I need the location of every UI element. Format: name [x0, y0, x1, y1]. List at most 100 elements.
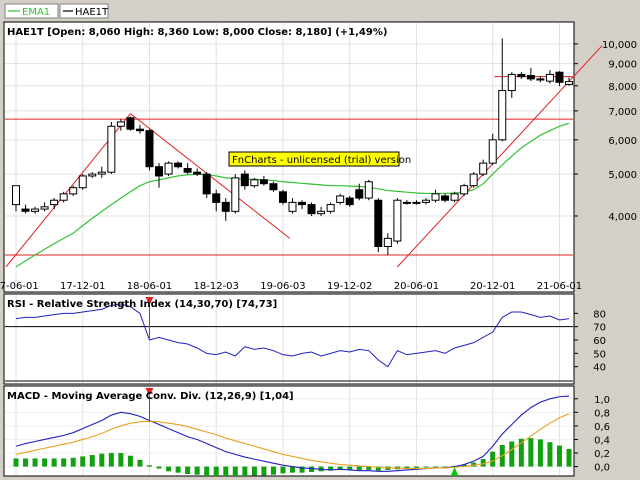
rsi-line	[15, 303, 570, 368]
candle-body	[431, 193, 440, 201]
macd-ytick-label: 0,2	[594, 449, 610, 460]
candle-body	[298, 201, 307, 206]
macd-histogram-bar	[423, 466, 429, 468]
candle-body	[412, 201, 421, 204]
macd-ytick-label: 0,4	[594, 435, 610, 446]
macd-histogram-bar	[566, 448, 572, 467]
candle-body	[545, 73, 554, 82]
candle-body	[145, 130, 154, 168]
candle-body	[240, 173, 249, 187]
candle-body	[231, 177, 240, 212]
candle-body	[307, 204, 316, 215]
candle-body	[221, 201, 230, 212]
x-tick-label: 21-06-01	[537, 281, 582, 292]
candle-body	[517, 73, 526, 78]
macd-histogram-bar	[70, 457, 76, 467]
macd-buy-marker	[450, 467, 459, 476]
candle-body	[269, 183, 278, 191]
rsi-title: RSI - Relative Strength Index (14,30,70)…	[7, 299, 277, 310]
macd-histogram-bar	[204, 466, 210, 477]
candle-body	[393, 199, 402, 242]
candle-body	[155, 166, 164, 177]
candle-body	[355, 189, 364, 199]
candle-body	[402, 201, 411, 204]
candle-body	[345, 197, 354, 206]
macd-histogram-bar	[32, 458, 38, 467]
candle-body	[193, 171, 202, 175]
candle-body	[164, 162, 173, 175]
macd-histogram-bar	[213, 466, 219, 477]
candle-body	[565, 81, 573, 85]
macd-histogram-bar	[509, 441, 515, 467]
rsi-ytick-label: 40	[593, 363, 606, 374]
macd-histogram-bar	[461, 464, 467, 467]
candle-body	[250, 179, 259, 187]
macd-histogram-bar	[166, 466, 172, 472]
candle-body	[336, 195, 345, 203]
candle-body	[498, 90, 507, 141]
macd-histogram-bar	[99, 453, 105, 467]
candle-body	[317, 210, 326, 215]
macd-histogram-bar	[404, 466, 410, 469]
macd-histogram-bar	[480, 459, 486, 467]
macd-histogram-bar	[537, 439, 543, 467]
macd-line	[15, 395, 570, 472]
macd-histogram-bar	[309, 466, 315, 472]
macd-signal-line	[15, 413, 570, 470]
candle-body	[374, 199, 383, 247]
x-tick-label: 19-06-03	[260, 281, 305, 292]
candle-body	[40, 206, 49, 210]
macd-histogram-bar	[89, 455, 95, 467]
macd-histogram-bar	[127, 455, 133, 467]
macd-histogram-bar	[223, 466, 229, 477]
legend-tab-hae1t[interactable]: HAE1T	[59, 3, 109, 19]
macd-ytick-label: 1,0	[594, 395, 610, 406]
macd-histogram-bar	[471, 462, 477, 467]
candle-body	[383, 237, 392, 247]
macd-ytick-label: 0,6	[594, 422, 610, 433]
price-ytick-label: 8,000	[608, 82, 637, 93]
candle-body	[174, 162, 183, 168]
x-tick-label: 20-12-01	[470, 281, 515, 292]
rsi-panel	[3, 293, 575, 385]
x-tick-label: 17-12-01	[60, 281, 105, 292]
candle-body	[212, 193, 221, 203]
macd-histogram-bar	[299, 466, 305, 473]
candle-body	[536, 78, 545, 81]
macd-histogram-bar	[137, 459, 143, 467]
x-tick-label: 17-06-01	[0, 281, 39, 292]
legend-hae1t-label: HAE1T	[75, 7, 109, 18]
macd-histogram-bar	[80, 456, 86, 467]
macd-panel	[3, 385, 575, 477]
macd-histogram-bar	[490, 451, 496, 467]
candle-body	[183, 168, 192, 173]
x-tick-label: 19-12-02	[327, 281, 372, 292]
candle-body	[278, 191, 287, 203]
legend-tab-ema1[interactable]: EMA1	[4, 3, 59, 19]
macd-histogram-bar	[328, 466, 334, 471]
macd-histogram-bar	[442, 466, 448, 468]
x-tick-label: 18-12-03	[194, 281, 239, 292]
macd-histogram-bar	[556, 445, 562, 467]
candle-body	[326, 204, 335, 212]
macd-sell-marker	[145, 388, 154, 396]
legend-ema1-label: EMA1	[22, 7, 50, 18]
candle-body	[107, 125, 116, 173]
macd-ytick-label: 0,0	[594, 463, 610, 474]
price-title: HAE1T [Open: 8,060 High: 8,360 Low: 8,00…	[7, 27, 387, 38]
macd-histogram-bar	[23, 458, 29, 467]
candle-body	[469, 173, 478, 187]
macd-histogram-bar	[118, 453, 124, 467]
macd-histogram-bar	[261, 466, 267, 476]
macd-histogram-bar	[232, 466, 238, 477]
candle-body	[450, 193, 459, 201]
x-tick-label: 20-06-01	[394, 281, 439, 292]
candle-body	[50, 199, 59, 206]
axis-labels: 17-06-01 17-12-01 18-06-01 18-12-03 19-06-03…	[0, 40, 637, 474]
candle-body	[441, 195, 450, 201]
rsi-ytick-label: 80	[593, 309, 606, 320]
candle-body	[364, 181, 373, 199]
rsi-layer	[5, 297, 573, 382]
macd-histogram-bar	[366, 466, 372, 470]
